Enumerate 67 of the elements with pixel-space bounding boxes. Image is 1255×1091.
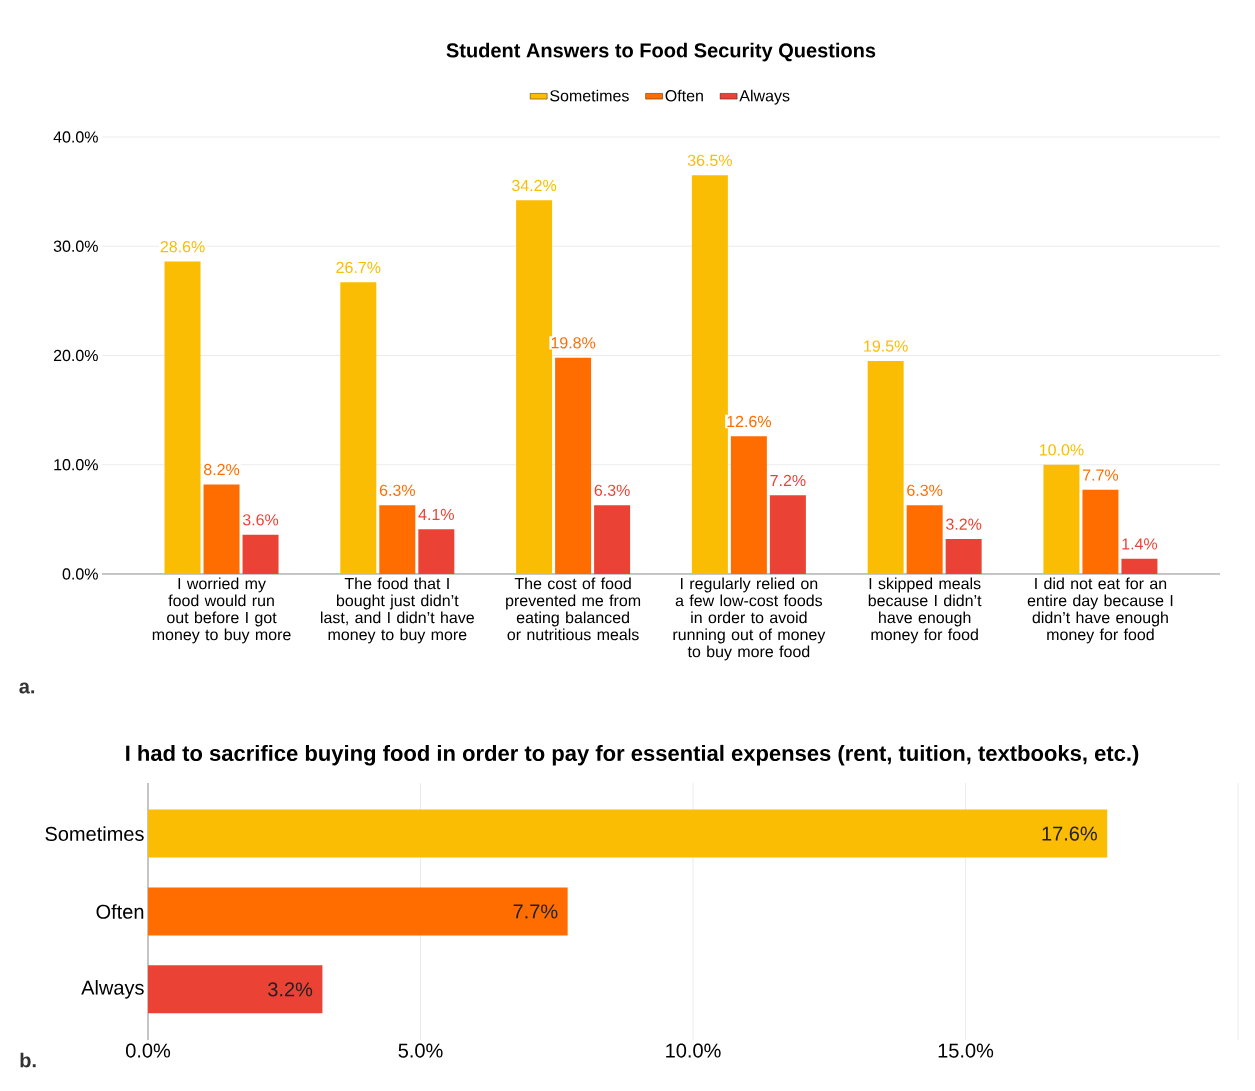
y-tick-label: 0.0%	[62, 568, 98, 580]
data-label: 3.2%	[268, 982, 313, 997]
chart-title: I had to sacrifice buying food in order to pay for essential expenses (rent, tuition, textbooks, etc.)	[126, 744, 1139, 766]
data-label: 7.7%	[513, 904, 558, 919]
legend-label: Often	[665, 89, 703, 102]
data-label: 7.2%	[770, 474, 806, 487]
bar	[594, 505, 631, 574]
bar	[516, 200, 553, 574]
bar	[242, 534, 279, 574]
bar	[148, 887, 568, 936]
legend-label: Sometimes	[550, 89, 629, 102]
x-tick-label: 15.0%	[938, 1043, 994, 1058]
bar	[1121, 558, 1158, 574]
x-tick-label: I regularly relied on a few low-cost foods in order to avoid running out of money to buy more food	[673, 577, 826, 661]
x-tick-label: I skipped meals because I didn’t have enough money for food	[868, 577, 982, 644]
legend-label: Always	[739, 89, 790, 105]
data-label: 36.5%	[687, 154, 732, 167]
x-tick-label: I did not eat for an entire day because I didn’t have enough money for food	[1027, 577, 1173, 644]
bar	[691, 175, 728, 574]
data-label: 34.2%	[512, 179, 557, 192]
bar	[340, 282, 377, 574]
data-label: 4.1%	[418, 508, 454, 520]
bar	[418, 529, 455, 574]
y-tick-label: 20.0%	[53, 349, 98, 362]
chart-title: Student Answers to Food Security Questions	[446, 42, 876, 62]
bar	[867, 360, 904, 574]
bar	[148, 965, 323, 1014]
bar	[148, 809, 1108, 858]
bar	[203, 484, 240, 574]
x-tick-label: 10.0%	[666, 1043, 721, 1058]
data-label: 6.3%	[907, 484, 943, 496]
data-label: 10.0%	[1039, 444, 1084, 456]
y-tick-label: 30.0%	[53, 240, 98, 252]
data-label: 8.2%	[204, 463, 240, 476]
bar	[555, 357, 592, 574]
bar	[906, 505, 943, 574]
x-tick-label: The cost of food prevented me from eating balanced or nutritious meals	[506, 577, 641, 641]
y-tick-label: 10.0%	[54, 459, 98, 471]
data-label: 7.7%	[1083, 469, 1119, 481]
data-label: 19.5%	[864, 340, 908, 352]
y-tick-label: 40.0%	[53, 131, 98, 143]
data-label: 28.6%	[160, 241, 205, 253]
data-label: 3.6%	[242, 514, 279, 526]
text: a.	[19, 682, 35, 694]
x-tick-label: 5.0%	[398, 1043, 443, 1058]
data-label: 17.6%	[1042, 826, 1097, 841]
bar	[379, 505, 416, 574]
data-label: 1.4%	[1122, 538, 1158, 550]
bar	[769, 495, 806, 574]
y-tick-label: Sometimes	[45, 826, 144, 841]
bar	[164, 261, 201, 574]
data-label: 3.2%	[946, 518, 982, 530]
x-tick-label: 0.0%	[126, 1043, 171, 1058]
y-tick-label: Often	[96, 904, 144, 919]
x-tick-label: The food that I bought just didn’t last, and I didn’t have money to buy more	[321, 577, 474, 644]
data-label: 19.8%	[551, 337, 596, 349]
bar	[945, 539, 982, 574]
data-label: 6.3%	[379, 484, 415, 496]
bar	[1043, 464, 1080, 574]
data-label: 6.3%	[594, 484, 630, 496]
x-tick-label: I worried my food would run out before I got money to buy more	[152, 577, 291, 644]
bar	[1082, 489, 1119, 574]
data-label: 12.6%	[727, 415, 771, 428]
bar	[730, 436, 767, 574]
y-tick-label: Always	[81, 980, 144, 999]
data-label: 26.7%	[336, 261, 381, 274]
text: b.	[20, 1052, 36, 1068]
